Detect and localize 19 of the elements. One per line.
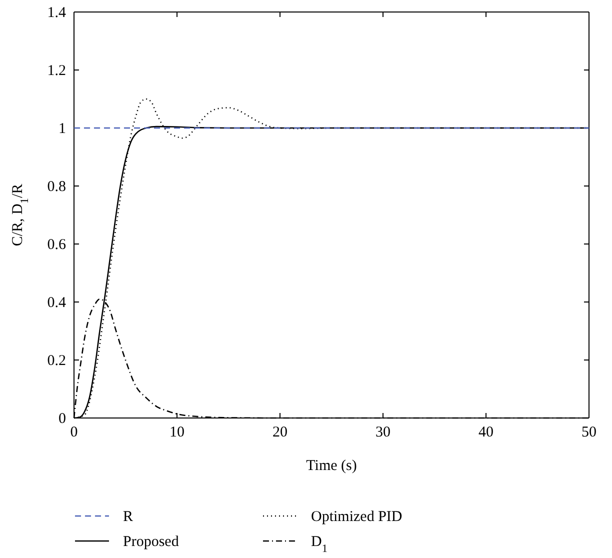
x-tick-label: 50	[582, 424, 596, 441]
y-tick-label: 0.8	[47, 178, 66, 195]
x-tick-label: 30	[376, 424, 390, 441]
x-tick-label: 20	[272, 424, 288, 441]
x-tick-label: 10	[170, 424, 184, 441]
legend-label: R	[123, 509, 134, 525]
y-tick-label: 0.6	[47, 236, 66, 253]
y-tick-label: 1	[58, 120, 66, 137]
x-tick-label: 0	[70, 424, 78, 441]
y-tick-label: 1.2	[47, 62, 66, 79]
y-tick-label: 0.2	[47, 352, 66, 369]
y-tick-label: 0	[58, 410, 66, 427]
y-tick-label: 0.4	[47, 294, 66, 311]
x-axis-title: Time (s)	[306, 458, 357, 474]
x-tick-label: 40	[478, 424, 494, 441]
y-tick-label: 1.4	[47, 4, 66, 21]
legend-label: Optimized PID	[311, 509, 402, 525]
legend-label: Proposed	[123, 534, 180, 550]
legend-label: D$_{1}$	[311, 534, 328, 555]
